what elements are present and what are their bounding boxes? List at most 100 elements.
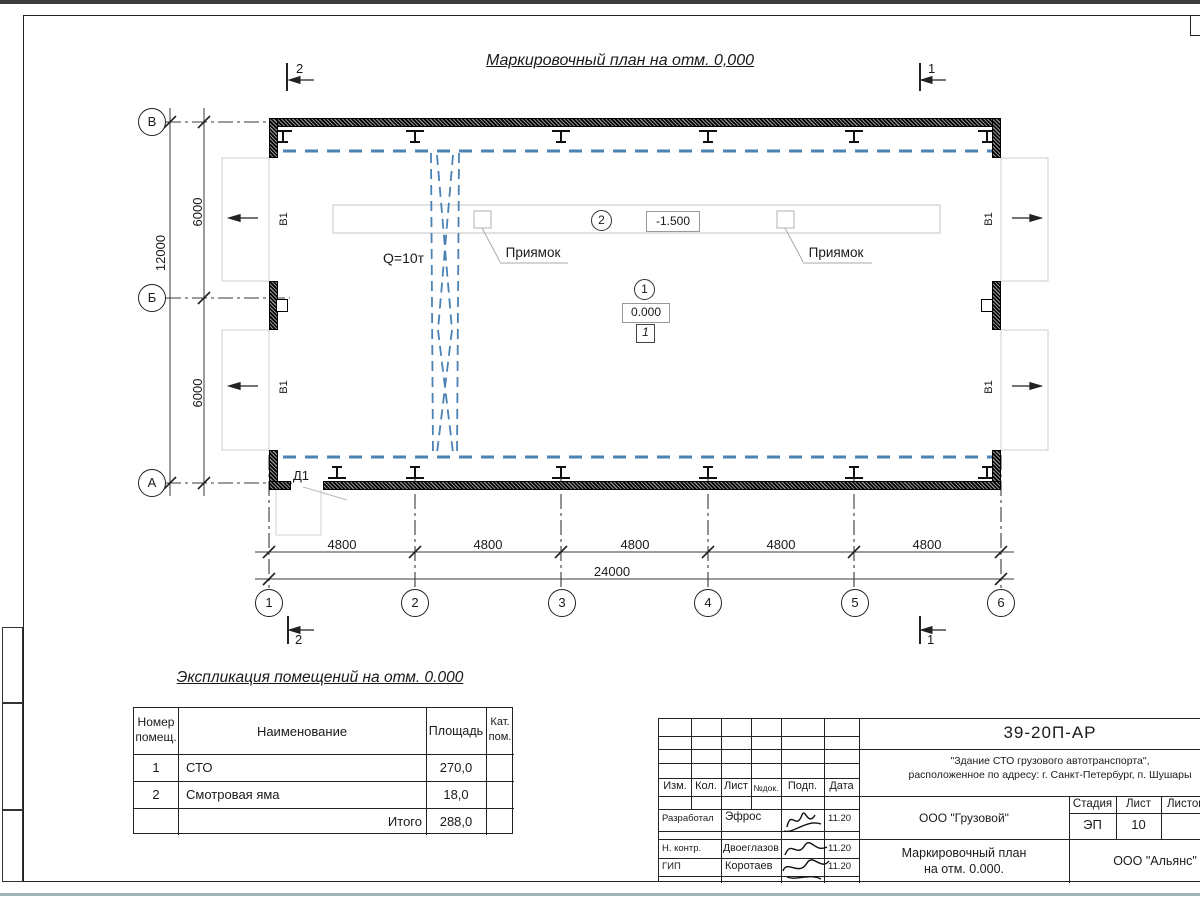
tb-hline	[1069, 813, 1200, 814]
expl-col-line-3	[486, 708, 487, 835]
tb-hline	[659, 749, 1200, 750]
axis-col-bubble-3: 3	[548, 589, 576, 617]
tb-hline	[659, 858, 859, 859]
axis-col-label: 4	[704, 595, 712, 610]
tb-header-ndoc: №док.	[753, 783, 779, 793]
axis-col-bubble-1: 1	[255, 589, 283, 617]
tb-header-data: Дата	[829, 780, 854, 792]
dim-bay-4: 4800	[766, 537, 796, 552]
expl-header-cat-line2: пом.	[488, 731, 512, 743]
explication-title: Экспликация помещений на отм. 0.000	[176, 669, 464, 686]
expl-row1-area: 270,0	[439, 760, 473, 775]
title-block: Изм. Кол. Лист №док. Подп. Дата Разработ…	[658, 718, 1200, 883]
section-2-top-label: 2	[296, 61, 304, 76]
expl-total-label: Итого	[387, 814, 422, 829]
axis-col-bubble-5: 5	[841, 589, 869, 617]
crane-runway-lines	[283, 149, 992, 459]
tb-vline	[1116, 796, 1117, 839]
expl-row2-num: 2	[152, 787, 160, 802]
tb-hline	[659, 796, 1200, 797]
expl-header-num-line1: Номер	[137, 715, 175, 729]
dim-bay-1: 4800	[327, 537, 357, 552]
window-arrow-icons	[226, 213, 1044, 391]
pit-level-tag: -1.500	[646, 211, 700, 232]
expl-header-cat-line1: Кат.	[490, 716, 510, 728]
tb-hline	[659, 763, 859, 764]
pit-label-left: Приямок	[505, 245, 561, 260]
door-tag: Д1	[293, 468, 310, 483]
pit-leader-lines	[481, 227, 872, 264]
axis-col-bubble-6: 6	[987, 589, 1015, 617]
pilaster-left	[276, 299, 288, 312]
wall-top	[269, 118, 1001, 127]
tb-vline	[721, 719, 722, 883]
signature-2	[782, 842, 830, 880]
expl-row-line-2	[134, 781, 514, 782]
expl-header-num-line2: помещ.	[135, 730, 177, 744]
page-bottom-strip	[0, 893, 1200, 896]
tb-hline	[659, 736, 859, 737]
tb-stage-label: Стадия	[1072, 798, 1113, 810]
tb-signer3-role: ГИП	[662, 861, 681, 872]
floor-type-tag: 1	[636, 324, 655, 343]
expl-row-line-3	[134, 808, 514, 809]
margin-box-3	[2, 810, 23, 882]
wall-right-middle	[992, 281, 1001, 330]
frame-left-line	[23, 15, 24, 882]
tb-header-podp: Подп.	[787, 780, 818, 792]
axis-col-label: 5	[851, 595, 859, 610]
tb-signer3-date: 11.20	[828, 861, 852, 872]
margin-box-2	[2, 703, 23, 810]
axis-row-label: В	[147, 114, 157, 129]
frame-top-line	[23, 15, 1200, 16]
expl-col-line-1	[178, 708, 179, 835]
section-2-bottom-label: 2	[295, 632, 303, 647]
dimension-lines	[169, 108, 1014, 580]
tb-sheets-label: Листов	[1167, 798, 1200, 810]
tb-vline	[751, 719, 752, 809]
tb-vline	[691, 719, 692, 809]
tb-signer2-name: Двоеглазов	[723, 842, 779, 854]
tb-company: ООО "Альянс"	[1113, 854, 1197, 868]
room-tag-2: 2	[591, 210, 612, 231]
wall-top-left-return	[269, 118, 278, 158]
expl-row2-name: Смотровая яма	[186, 787, 280, 802]
crane-bridge-lines	[430, 152, 460, 456]
window-tag-left-top: В1	[278, 212, 290, 226]
tb-drawing-name-line2: на отм. 0.000.	[923, 862, 1005, 876]
tb-hline	[659, 831, 859, 832]
axis-col-label: 3	[558, 595, 566, 610]
wall-bottom-stub	[269, 481, 291, 490]
frame-bottom-line	[23, 881, 1200, 882]
window-tag-right-top: В1	[983, 212, 995, 226]
tb-hline	[659, 839, 1200, 840]
tb-project-line2: расположенное по адресу: г. Санкт-Петерб…	[908, 769, 1192, 781]
tb-sheet-value: 10	[1131, 817, 1146, 832]
crane-capacity-label: Q=10т	[383, 250, 425, 266]
dim-bottom-total: 24000	[593, 564, 631, 579]
axis-row-bubble-a: А	[138, 469, 166, 497]
frame-corner-box-hline	[1190, 35, 1200, 36]
window-recess-outlines	[221, 157, 1049, 451]
tb-signer3-name: Коротаев	[725, 860, 773, 872]
tb-vline	[859, 719, 860, 883]
tb-sheet-label: Лист	[1126, 798, 1151, 810]
tb-hline	[659, 876, 859, 877]
axis-row-bubble-b: Б	[138, 284, 166, 312]
axis-row-label: Б	[147, 290, 157, 305]
tb-signer1-name: Эфрос	[725, 811, 762, 823]
expl-header-area: Площадь	[428, 724, 484, 738]
axis-row-bubble-v: В	[138, 108, 166, 136]
section-1-top-label: 1	[928, 61, 936, 76]
axis-col-bubble-4: 4	[694, 589, 722, 617]
dim-bay-2: 4800	[473, 537, 503, 552]
margin-box-1	[2, 627, 23, 703]
dim-left-2: 6000	[190, 378, 205, 408]
expl-row1-num: 1	[152, 760, 160, 775]
tb-signer2-date: 11.20	[828, 843, 852, 854]
axis-col-label: 2	[411, 595, 419, 610]
expl-total-area: 288,0	[439, 814, 473, 829]
tb-vline	[824, 719, 825, 883]
axis-col-bubble-2: 2	[401, 589, 429, 617]
